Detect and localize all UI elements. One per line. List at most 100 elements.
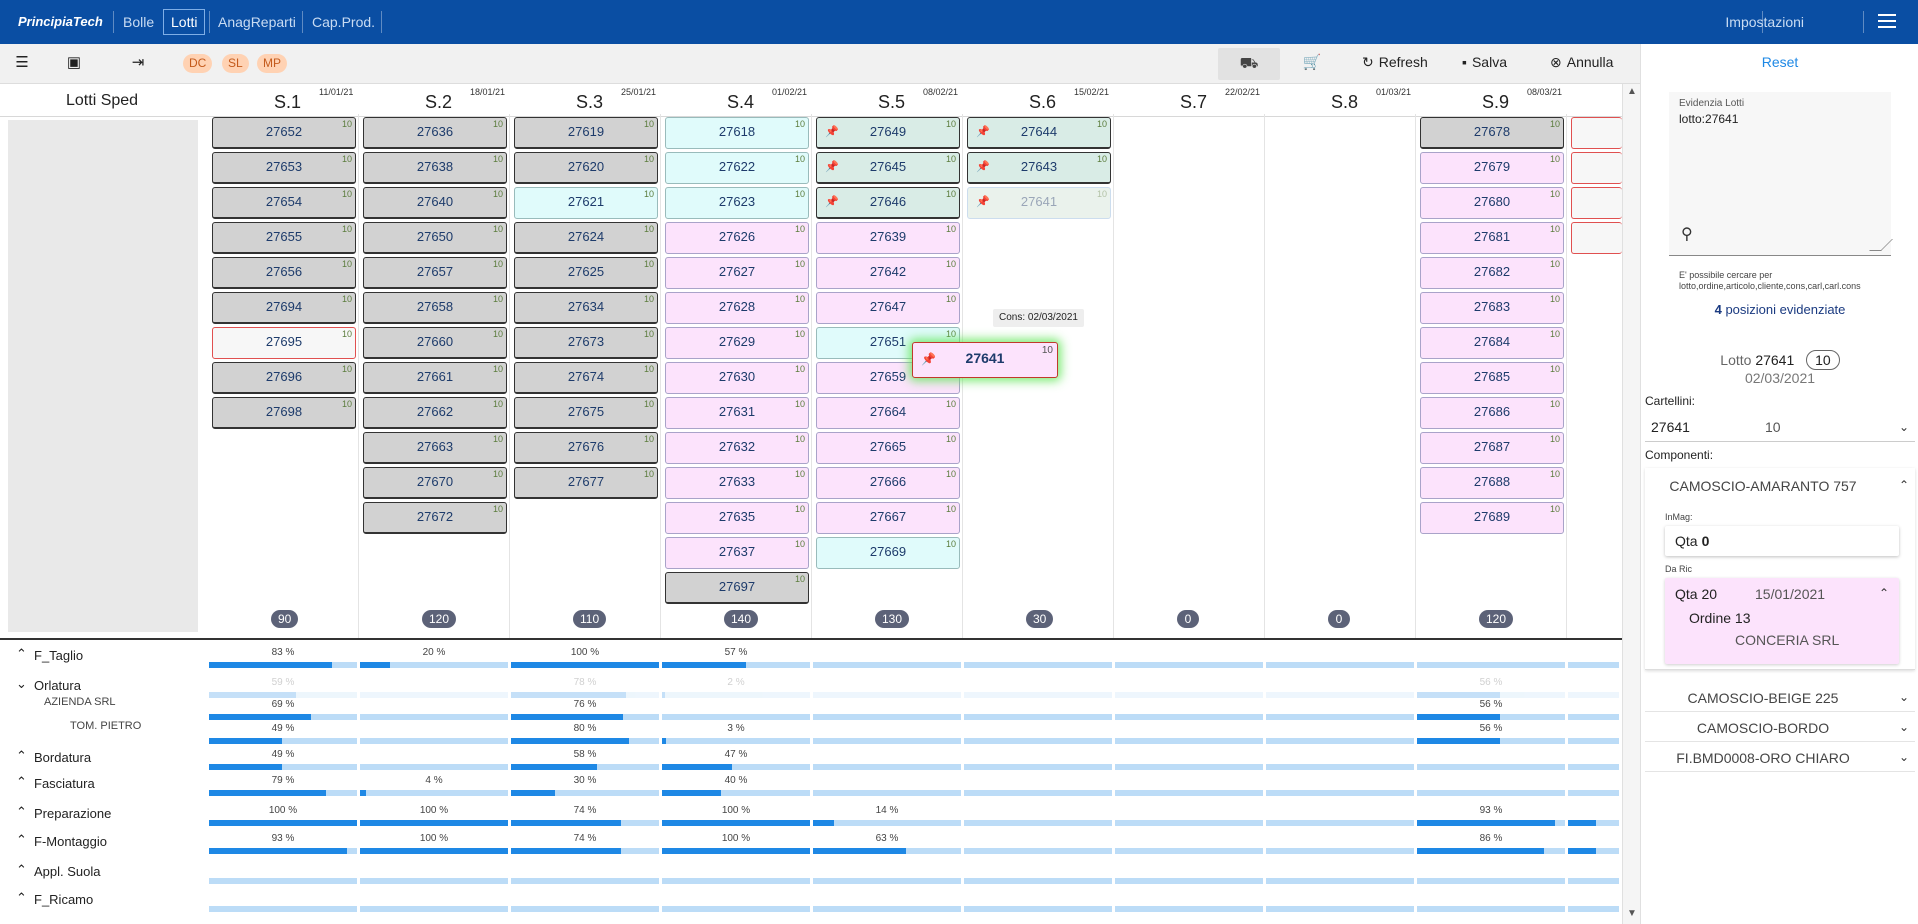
chevron-down-icon[interactable]: ⌄ (1898, 690, 1909, 704)
list-menu-icon[interactable]: ☰ (15, 54, 29, 71)
lot-card[interactable]: 27689 10 (1420, 502, 1564, 534)
cartellino-select[interactable]: 27641 10 ⌄ (1645, 412, 1915, 442)
cart-icon[interactable]: 🛒 (1302, 54, 1322, 71)
lot-card[interactable]: 27657 10 (363, 257, 507, 289)
lot-card[interactable]: 27623 10 (665, 187, 809, 219)
expand-chevron-icon[interactable]: ⌃ (16, 646, 27, 661)
lot-card[interactable]: 27680 10 (1420, 187, 1564, 219)
lot-card[interactable]: 27625 10 (514, 257, 658, 289)
highlight-search-field[interactable]: Evidenzia Lotti lotto:27641 ⚲ (1669, 92, 1893, 256)
lot-card[interactable]: 27681 10 (1420, 222, 1564, 254)
lot-card[interactable]: 27633 10 (665, 467, 809, 499)
lot-card[interactable]: 27618 10 (665, 117, 809, 149)
lot-card[interactable]: 27660 10 (363, 327, 507, 359)
lot-card[interactable]: 27637 10 (665, 537, 809, 569)
lot-card[interactable]: 27669 10 (816, 537, 960, 569)
lot-card[interactable]: 27674 10 (514, 362, 658, 394)
lot-card[interactable]: 27678 10 (1420, 117, 1564, 149)
nav-cap-prod[interactable]: Cap.Prod. (312, 14, 376, 30)
lot-card[interactable]: 27632 10 (665, 432, 809, 464)
lot-card-clipped[interactable] (1571, 152, 1622, 184)
reset-button[interactable]: Reset (1761, 54, 1799, 70)
component-item[interactable]: CAMOSCIO-BORDO ⌄ (1645, 714, 1915, 742)
chevron-down-icon[interactable]: ⌄ (1898, 420, 1909, 434)
cancel-button[interactable]: ⊗ Annulla (1550, 54, 1613, 71)
scroll-down-icon[interactable]: ▼ (1627, 908, 1637, 919)
lot-card[interactable]: 27677 10 (514, 467, 658, 499)
lot-card[interactable]: 📌 27641 10 (967, 187, 1111, 219)
lot-card[interactable]: 27695 10 (212, 327, 356, 359)
component-item[interactable]: CAMOSCIO-BEIGE 225 ⌄ (1645, 684, 1915, 712)
lot-card[interactable]: 27686 10 (1420, 397, 1564, 429)
lot-card[interactable]: 27630 10 (665, 362, 809, 394)
expand-chevron-icon[interactable]: ⌃ (16, 804, 27, 819)
lot-card[interactable]: 27647 10 (816, 292, 960, 324)
lot-card[interactable]: 📌 27644 10 (967, 117, 1111, 149)
lot-card[interactable]: 27684 10 (1420, 327, 1564, 359)
lot-card[interactable]: 27627 10 (665, 257, 809, 289)
lot-card-clipped[interactable] (1571, 187, 1622, 219)
scroll-up-icon[interactable]: ▲ (1627, 86, 1637, 97)
search-icon[interactable]: ⚲ (1681, 226, 1693, 243)
lot-card[interactable]: 27664 10 (816, 397, 960, 429)
resize-grip-icon[interactable] (1869, 239, 1893, 251)
lot-card[interactable]: 27694 10 (212, 292, 356, 324)
expand-chevron-icon[interactable]: ⌃ (16, 890, 27, 905)
lot-card[interactable]: 27653 10 (212, 152, 356, 184)
expand-chevron-icon[interactable]: ⌃ (16, 774, 27, 789)
exit-arrow-icon[interactable]: ⇥ (131, 54, 145, 71)
lot-card[interactable]: 27698 10 (212, 397, 356, 429)
lot-card[interactable]: 27662 10 (363, 397, 507, 429)
lot-card[interactable]: 27620 10 (514, 152, 658, 184)
lot-card[interactable]: 27639 10 (816, 222, 960, 254)
chevron-down-icon[interactable]: ⌄ (1898, 750, 1909, 764)
component-item[interactable]: FI.BMD0008-ORO CHIARO ⌄ (1645, 744, 1915, 772)
lot-card[interactable]: 27640 10 (363, 187, 507, 219)
lot-card[interactable]: 27629 10 (665, 327, 809, 359)
expand-chevron-icon[interactable]: ⌃ (16, 862, 27, 877)
chevron-up-icon[interactable]: ⌃ (1898, 478, 1909, 492)
lot-card[interactable]: 📌 27646 10 (816, 187, 960, 219)
lot-card[interactable]: 27642 10 (816, 257, 960, 289)
archive-box-icon[interactable]: ▣ (66, 54, 82, 71)
unscheduled-lots-panel[interactable] (8, 120, 198, 632)
lot-card[interactable]: 27656 10 (212, 257, 356, 289)
component-title[interactable]: CAMOSCIO-AMARANTO 757 (1669, 478, 1857, 494)
nav-settings[interactable]: Impostazioni (1725, 14, 1804, 30)
lot-card[interactable]: 27696 10 (212, 362, 356, 394)
lot-card[interactable]: 27636 10 (363, 117, 507, 149)
expand-chevron-icon[interactable]: ⌃ (16, 832, 27, 847)
chip-dc[interactable]: DC (183, 54, 213, 73)
lot-card[interactable]: 27638 10 (363, 152, 507, 184)
lot-card[interactable]: 27626 10 (665, 222, 809, 254)
nav-anagreparti[interactable]: AnagReparti (218, 14, 296, 30)
lot-card[interactable]: 27679 10 (1420, 152, 1564, 184)
lot-card-clipped[interactable] (1571, 117, 1622, 149)
lot-card[interactable]: 📌 27645 10 (816, 152, 960, 184)
chip-mp[interactable]: MP (257, 54, 287, 73)
chip-sl[interactable]: SL (222, 54, 249, 73)
lot-card[interactable]: 27635 10 (665, 502, 809, 534)
dragged-lot[interactable]: 📌 27641 10 (912, 342, 1058, 378)
expand-chevron-icon[interactable]: ⌃ (16, 748, 27, 763)
search-field-value[interactable]: lotto:27641 (1679, 112, 1739, 126)
lot-card[interactable]: 27624 10 (514, 222, 658, 254)
lot-card[interactable]: 📌 27649 10 (816, 117, 960, 149)
lot-card[interactable]: 27665 10 (816, 432, 960, 464)
lot-card[interactable]: 27631 10 (665, 397, 809, 429)
lot-card[interactable]: 27682 10 (1420, 257, 1564, 289)
lot-card[interactable]: 27687 10 (1420, 432, 1564, 464)
lot-card[interactable]: 📌 27643 10 (967, 152, 1111, 184)
lot-card[interactable]: 27622 10 (665, 152, 809, 184)
lot-card[interactable]: 27685 10 (1420, 362, 1564, 394)
lot-card[interactable]: 27672 10 (363, 502, 507, 534)
lot-card[interactable]: 27619 10 (514, 117, 658, 149)
lot-card[interactable]: 27654 10 (212, 187, 356, 219)
lot-card[interactable]: 27697 10 (665, 572, 809, 604)
lot-card[interactable]: 27667 10 (816, 502, 960, 534)
lot-card-clipped[interactable] (1571, 222, 1622, 254)
lot-card[interactable]: 27628 10 (665, 292, 809, 324)
lot-card[interactable]: 27652 10 (212, 117, 356, 149)
lot-card[interactable]: 27650 10 (363, 222, 507, 254)
lot-card[interactable]: 27655 10 (212, 222, 356, 254)
